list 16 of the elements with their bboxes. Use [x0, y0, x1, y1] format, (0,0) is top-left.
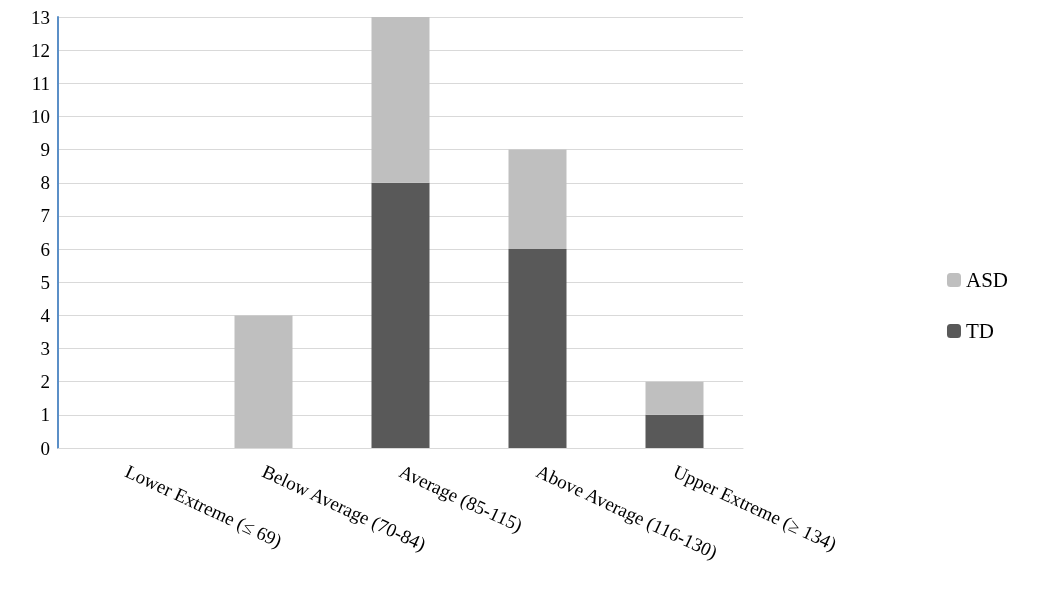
y-tick-label: 13: [31, 6, 50, 28]
legend-label: TD: [965, 319, 994, 343]
y-tick-label: 1: [40, 404, 50, 426]
y-tick-label: 10: [31, 105, 50, 127]
y-tick-label: 12: [31, 39, 50, 61]
legend-label: ASD: [965, 268, 1009, 292]
y-tick-label: 11: [31, 72, 50, 94]
y-tick-label: 8: [40, 172, 50, 194]
y-tick-label: 4: [40, 304, 51, 326]
y-tick-label: 5: [40, 271, 50, 293]
y-tick-label: 9: [40, 139, 50, 161]
y-tick-label: 3: [40, 338, 50, 360]
y-tick-label: 6: [40, 238, 50, 260]
y-tick-label: 0: [40, 437, 50, 459]
y-tick-label: 2: [40, 371, 50, 393]
y-tick-label: 7: [40, 205, 50, 227]
